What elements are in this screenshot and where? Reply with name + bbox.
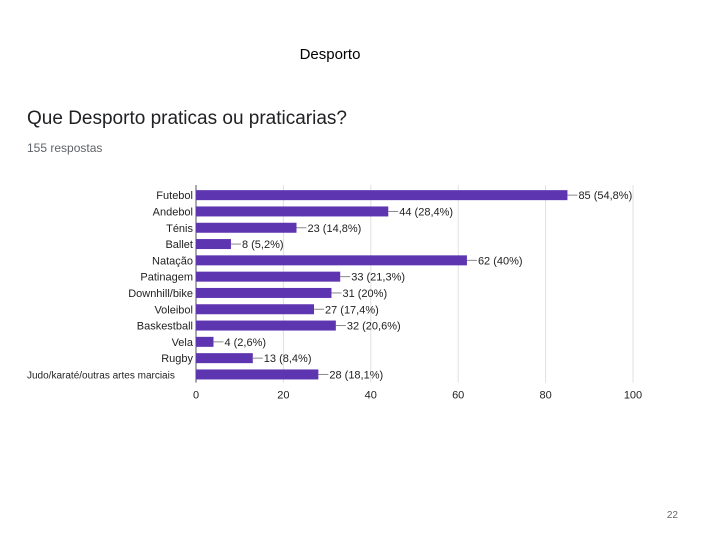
x-tick-label: 40 <box>365 390 377 402</box>
data-label: 8 (5,2%) <box>242 239 284 251</box>
data-label: 32 (20,6%) <box>347 321 401 333</box>
bar <box>196 190 568 201</box>
bar <box>196 369 319 380</box>
category-label: Natação <box>152 255 193 267</box>
category-label: Futebol <box>156 190 193 202</box>
category-label: Baskestball <box>137 321 193 333</box>
x-tick-label: 0 <box>193 390 199 402</box>
x-tick-label: 60 <box>452 390 464 402</box>
question-title: Que Desporto praticas ou praticarias? <box>27 108 347 129</box>
data-label: 4 (2,6%) <box>224 337 266 349</box>
category-label: Andebol <box>153 206 193 218</box>
slide-title: Desporto <box>299 46 361 63</box>
category-label: Downhill/bike <box>128 288 193 300</box>
data-label: 13 (8,4%) <box>264 353 312 365</box>
bar <box>196 206 389 217</box>
data-label: 85 (54,8%) <box>578 190 632 202</box>
category-label: Ténis <box>166 223 193 235</box>
category-label: Voleibol <box>154 304 193 316</box>
x-tick-label: 100 <box>624 390 642 402</box>
data-label: 44 (28,4%) <box>399 206 453 218</box>
data-label: 62 (40%) <box>478 255 523 267</box>
bar <box>196 353 253 364</box>
data-label: 28 (18,1%) <box>329 369 383 381</box>
bar <box>196 255 467 266</box>
x-tick-label: 20 <box>277 390 289 402</box>
bar <box>196 336 214 347</box>
category-label: Ballet <box>165 239 193 251</box>
x-tick-label: 80 <box>539 390 551 402</box>
response-count: 155 respostas <box>27 141 103 155</box>
page-number: 22 <box>666 510 678 521</box>
category-label: Vela <box>172 337 194 349</box>
bar <box>196 239 231 250</box>
data-label: 31 (20%) <box>342 288 387 300</box>
bar <box>196 287 332 298</box>
bar <box>196 222 297 233</box>
category-label: Rugby <box>161 353 193 365</box>
bar <box>196 271 341 282</box>
category-label: Judo/karaté/outras artes marciais <box>27 370 175 381</box>
bar <box>196 320 336 331</box>
category-label: Patinagem <box>140 272 193 284</box>
data-label: 27 (17,4%) <box>325 304 379 316</box>
data-label: 33 (21,3%) <box>351 272 405 284</box>
bar <box>196 304 314 315</box>
data-label: 23 (14,8%) <box>308 223 362 235</box>
